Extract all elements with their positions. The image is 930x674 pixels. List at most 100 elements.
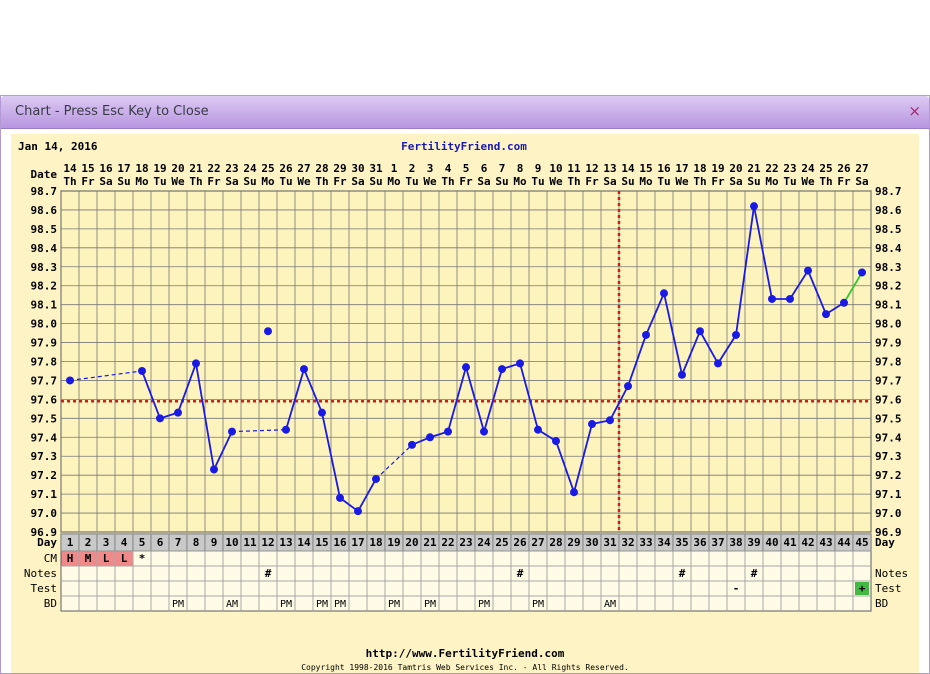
weekday-label: Mo	[261, 175, 275, 188]
bbt-chart: Jan 14, 2016 FertilityFriend.com 96.9 96.9 9…	[11, 134, 919, 673]
weekday-label: Su	[747, 175, 760, 188]
weekday-label: Tu	[531, 175, 544, 188]
temp-segment	[447, 366, 467, 432]
weekday-label: Mo	[639, 175, 653, 188]
date-label: 27	[297, 162, 310, 175]
row-value: #	[517, 567, 524, 580]
weekday-label: We	[549, 175, 563, 188]
date-label: 16	[99, 162, 113, 175]
date-label: 21	[189, 162, 203, 175]
test-positive	[855, 582, 869, 595]
temp-segment	[483, 368, 503, 432]
row-label: Test	[31, 582, 58, 595]
day-number: 11	[243, 536, 257, 549]
date-label: 18	[135, 162, 148, 175]
row-value: +	[859, 582, 866, 595]
temp-point	[642, 330, 650, 339]
date-label: 23	[225, 162, 238, 175]
date-label: 23	[783, 162, 796, 175]
temp-segment	[681, 330, 701, 376]
weekday-label: Th	[63, 175, 76, 188]
date-label: 19	[711, 162, 724, 175]
weekday-label: Th	[567, 175, 580, 188]
weekday-label: We	[171, 175, 185, 188]
day-number: 43	[819, 536, 832, 549]
temp-point	[714, 359, 722, 368]
day-number: 34	[657, 536, 671, 549]
y-tick-label-right: 98.0	[875, 318, 902, 331]
row-value: PM	[172, 599, 184, 610]
temp-segment	[807, 270, 827, 315]
row-value: PM	[388, 599, 400, 610]
temp-point	[336, 493, 344, 502]
day-number: 41	[783, 536, 797, 549]
row-value: PM	[532, 599, 544, 610]
weekday-label: Sa	[225, 175, 238, 188]
row-value: PM	[280, 599, 292, 610]
row-value: #	[679, 567, 686, 580]
weekday-label: Fr	[711, 175, 725, 188]
day-number: 30	[585, 536, 598, 549]
day-number: 10	[225, 536, 238, 549]
day-number: 18	[369, 536, 382, 549]
date-label: 26	[837, 162, 851, 175]
weekday-label: Sa	[351, 175, 364, 188]
temp-point	[210, 465, 218, 474]
day-number: 35	[675, 536, 688, 549]
temp-point	[840, 298, 848, 307]
date-label: 15	[639, 162, 652, 175]
weekday-label: Tu	[657, 175, 670, 188]
day-number: 6	[157, 536, 164, 549]
date-label: 17	[675, 162, 688, 175]
date-label: 24	[243, 162, 257, 175]
day-number: 12	[261, 536, 274, 549]
date-label: 15	[81, 162, 94, 175]
temp-segment	[357, 478, 377, 512]
temp-point	[804, 266, 812, 275]
temp-point	[444, 427, 452, 436]
temp-point	[138, 366, 146, 375]
day-number: 36	[693, 536, 707, 549]
date-label: 12	[585, 162, 598, 175]
cm-highlight	[97, 551, 115, 566]
temp-segment	[645, 292, 665, 336]
date-label: 20	[171, 162, 184, 175]
weekday-label: Fr	[81, 175, 95, 188]
date-label: 9	[535, 162, 542, 175]
temp-segment	[195, 363, 215, 470]
row-label: BD	[44, 597, 57, 610]
weekday-label: Mo	[513, 175, 527, 188]
temp-segment	[465, 366, 485, 432]
day-number: 20	[405, 536, 418, 549]
date-label: 4	[445, 162, 452, 175]
temp-segment	[609, 385, 629, 421]
weekday-label: Sa	[603, 175, 616, 188]
y-tick-label-left: 97.1	[31, 488, 58, 501]
temp-point	[408, 440, 416, 449]
temp-point	[372, 474, 380, 483]
weekday-label: Sa	[855, 175, 868, 188]
temp-point	[858, 268, 866, 277]
y-tick-label-right: 97.5	[875, 412, 902, 425]
y-tick-label-right: 98.3	[875, 261, 902, 274]
temp-segment	[717, 334, 737, 364]
temp-point	[678, 370, 686, 379]
close-icon[interactable]: ×	[908, 102, 921, 120]
temp-point	[354, 507, 362, 516]
date-label: 10	[549, 162, 562, 175]
row-label-right: Test	[875, 582, 902, 595]
temp-segment	[213, 431, 233, 470]
date-label: 7	[499, 162, 506, 175]
temp-segment	[843, 272, 863, 304]
weekday-label: Fr	[333, 175, 347, 188]
day-number: 44	[837, 536, 851, 549]
weekday-label: Fr	[837, 175, 851, 188]
y-tick-label-right: 97.1	[875, 488, 902, 501]
day-number: 24	[477, 536, 491, 549]
temp-point	[786, 294, 794, 303]
row-value: PM	[424, 599, 436, 610]
y-tick-label-left: 97.8	[31, 356, 58, 369]
y-tick-label-right: 98.2	[875, 280, 902, 293]
date-label: 14	[621, 162, 635, 175]
temp-segment	[735, 206, 755, 336]
